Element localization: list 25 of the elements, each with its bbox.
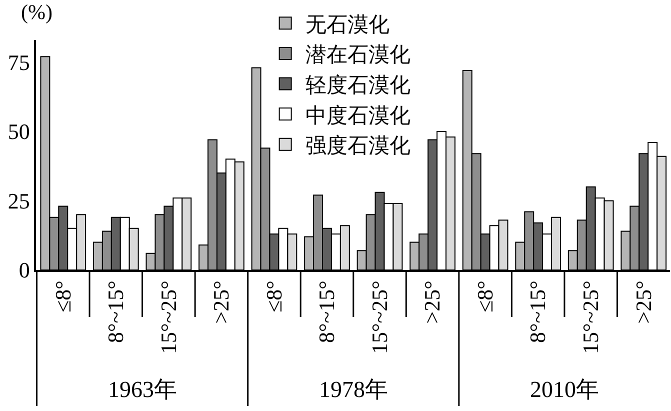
- x-tick-label: >25°: [630, 280, 656, 324]
- legend-label: 强度石漠化: [305, 134, 410, 158]
- legend-label: 轻度石漠化: [305, 72, 410, 97]
- y-tick-label: 25: [8, 188, 30, 214]
- x-tick-label: >25°: [208, 280, 234, 324]
- y-tick-label: 50: [8, 119, 30, 144]
- text: 1963年: [108, 377, 177, 402]
- y-tick-label: 75: [8, 50, 30, 75]
- x-tick-label: >25°: [420, 280, 445, 324]
- x-tick-label: 8°~15°: [314, 280, 340, 344]
- x-tick-label: ≤8°: [261, 280, 286, 312]
- x-tick-label: 8°~15°: [525, 280, 550, 344]
- y-tick-label: 0: [18, 258, 30, 283]
- legend-label: 潜在石漠化: [305, 42, 410, 67]
- y-axis-title: (%): [21, 0, 52, 24]
- legend-label: 无石漠化: [305, 12, 390, 36]
- text: 1978年: [319, 377, 388, 402]
- x-tick-label: ≤8°: [50, 280, 76, 312]
- x-tick-label: 15°~25°: [156, 280, 181, 354]
- x-tick-label: 15°~25°: [578, 280, 603, 354]
- legend-label: 中度石漠化: [305, 103, 410, 128]
- x-tick-label: 15°~25°: [366, 280, 392, 354]
- x-tick-label: ≤8°: [472, 280, 498, 312]
- text: 2010年: [530, 377, 599, 402]
- x-tick-label: 8°~15°: [103, 280, 128, 344]
